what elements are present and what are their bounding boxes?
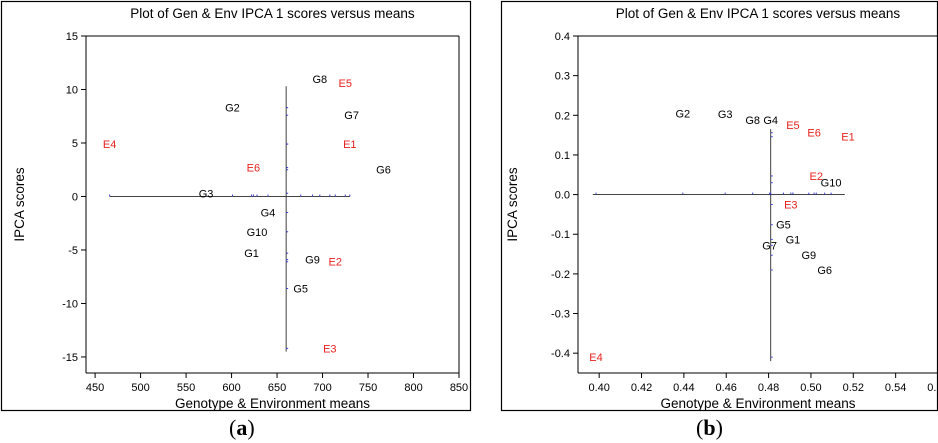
x-tick-label: 750: [359, 382, 377, 394]
genotype-point-g1: G1: [244, 248, 259, 260]
y-tick-label: -10: [62, 298, 78, 310]
genotype-point-g2: G2: [675, 108, 690, 120]
y-tick-label: 0.3: [555, 71, 570, 83]
environment-point-e3: E3: [784, 200, 797, 212]
chart-panel-a: Plot of Gen & Env IPCA 1 scores versus m…: [0, 0, 472, 412]
genotype-point-g9: G9: [801, 250, 816, 262]
x-tick-label: 0.40: [588, 382, 609, 394]
genotype-point-g4: G4: [763, 115, 778, 127]
y-tick-label: -0.1: [551, 229, 570, 241]
x-axis-title: Genotype & Environment means: [175, 396, 370, 411]
environment-point-e5: E5: [339, 78, 352, 90]
environment-point-e2: E2: [810, 171, 823, 183]
environment-point-e3: E3: [323, 343, 336, 355]
environment-point-e6: E6: [247, 163, 260, 175]
chart-title: Plot of Gen & Env IPCA 1 scores versus m…: [616, 6, 901, 21]
x-tick-label: 850: [450, 382, 468, 394]
y-tick-label: 0.0: [555, 190, 570, 202]
y-tick-label: -0.4: [551, 348, 570, 360]
x-axis-title: Genotype & Environment means: [660, 396, 855, 411]
panel-frame: [0, 0, 472, 412]
x-tick-label: 0.56: [927, 382, 938, 394]
y-tick-label: -0.2: [551, 269, 570, 281]
x-tick-label: 0.50: [800, 382, 821, 394]
y-tick-label: 0.2: [555, 110, 570, 122]
environment-point-e2: E2: [329, 257, 342, 269]
y-tick-label: 0: [72, 191, 78, 203]
x-tick-label: 600: [222, 382, 240, 394]
x-tick-label: 700: [313, 382, 331, 394]
genotype-point-g1: G1: [786, 234, 801, 246]
x-tick-label: 550: [177, 382, 195, 394]
environment-point-e1: E1: [841, 132, 854, 144]
y-tick-label: 0.1: [555, 150, 570, 162]
subfigure-label-a: (a): [229, 415, 255, 440]
y-tick-label: -5: [68, 245, 78, 257]
x-tick-label: 500: [131, 382, 149, 394]
x-tick-label: 0.44: [673, 382, 694, 394]
environment-point-e5: E5: [786, 120, 799, 132]
environment-point-e4: E4: [589, 352, 602, 364]
genotype-point-g5: G5: [776, 220, 791, 232]
genotype-point-g2: G2: [225, 103, 240, 115]
y-tick-label: -0.3: [551, 309, 570, 321]
environment-point-e6: E6: [807, 128, 820, 140]
genotype-point-g6: G6: [376, 165, 391, 177]
x-tick-label: 0.48: [758, 382, 779, 394]
genotype-point-g8: G8: [745, 115, 760, 127]
subfigure-label-b: (b): [696, 415, 723, 440]
genotype-point-g6: G6: [817, 265, 832, 277]
y-axis-title: IPCA scores: [12, 167, 27, 242]
genotype-point-g4: G4: [261, 208, 276, 220]
y-tick-label: 15: [66, 31, 78, 43]
x-tick-label: 800: [404, 382, 422, 394]
y-tick-label: -15: [62, 352, 78, 364]
x-tick-label: 0.42: [631, 382, 652, 394]
x-tick-label: 450: [86, 382, 104, 394]
genotype-point-g8: G8: [312, 74, 327, 86]
y-tick-label: 0.4: [555, 31, 570, 43]
x-tick-label: 0.52: [843, 382, 864, 394]
environment-point-e1: E1: [343, 139, 356, 151]
y-tick-label: 10: [66, 84, 78, 96]
genotype-point-g5: G5: [293, 283, 308, 295]
genotype-point-g3: G3: [718, 109, 733, 121]
genotype-point-g9: G9: [305, 255, 320, 267]
genotype-point-g7: G7: [762, 240, 777, 252]
chart-panel-b: Plot of Gen & Env IPCA 1 scores versus m…: [500, 0, 938, 412]
chart-title: Plot of Gen & Env IPCA 1 scores versus m…: [130, 6, 415, 21]
genotype-point-g10: G10: [821, 178, 842, 190]
genotype-point-g3: G3: [199, 188, 214, 200]
genotype-point-g10: G10: [247, 227, 268, 239]
environment-point-e4: E4: [103, 139, 116, 151]
x-tick-label: 650: [268, 382, 286, 394]
x-tick-label: 0.46: [716, 382, 737, 394]
x-tick-label: 0.54: [885, 382, 906, 394]
genotype-point-g7: G7: [344, 110, 359, 122]
y-tick-label: 5: [72, 138, 78, 150]
y-axis-title: IPCA scores: [505, 167, 520, 242]
